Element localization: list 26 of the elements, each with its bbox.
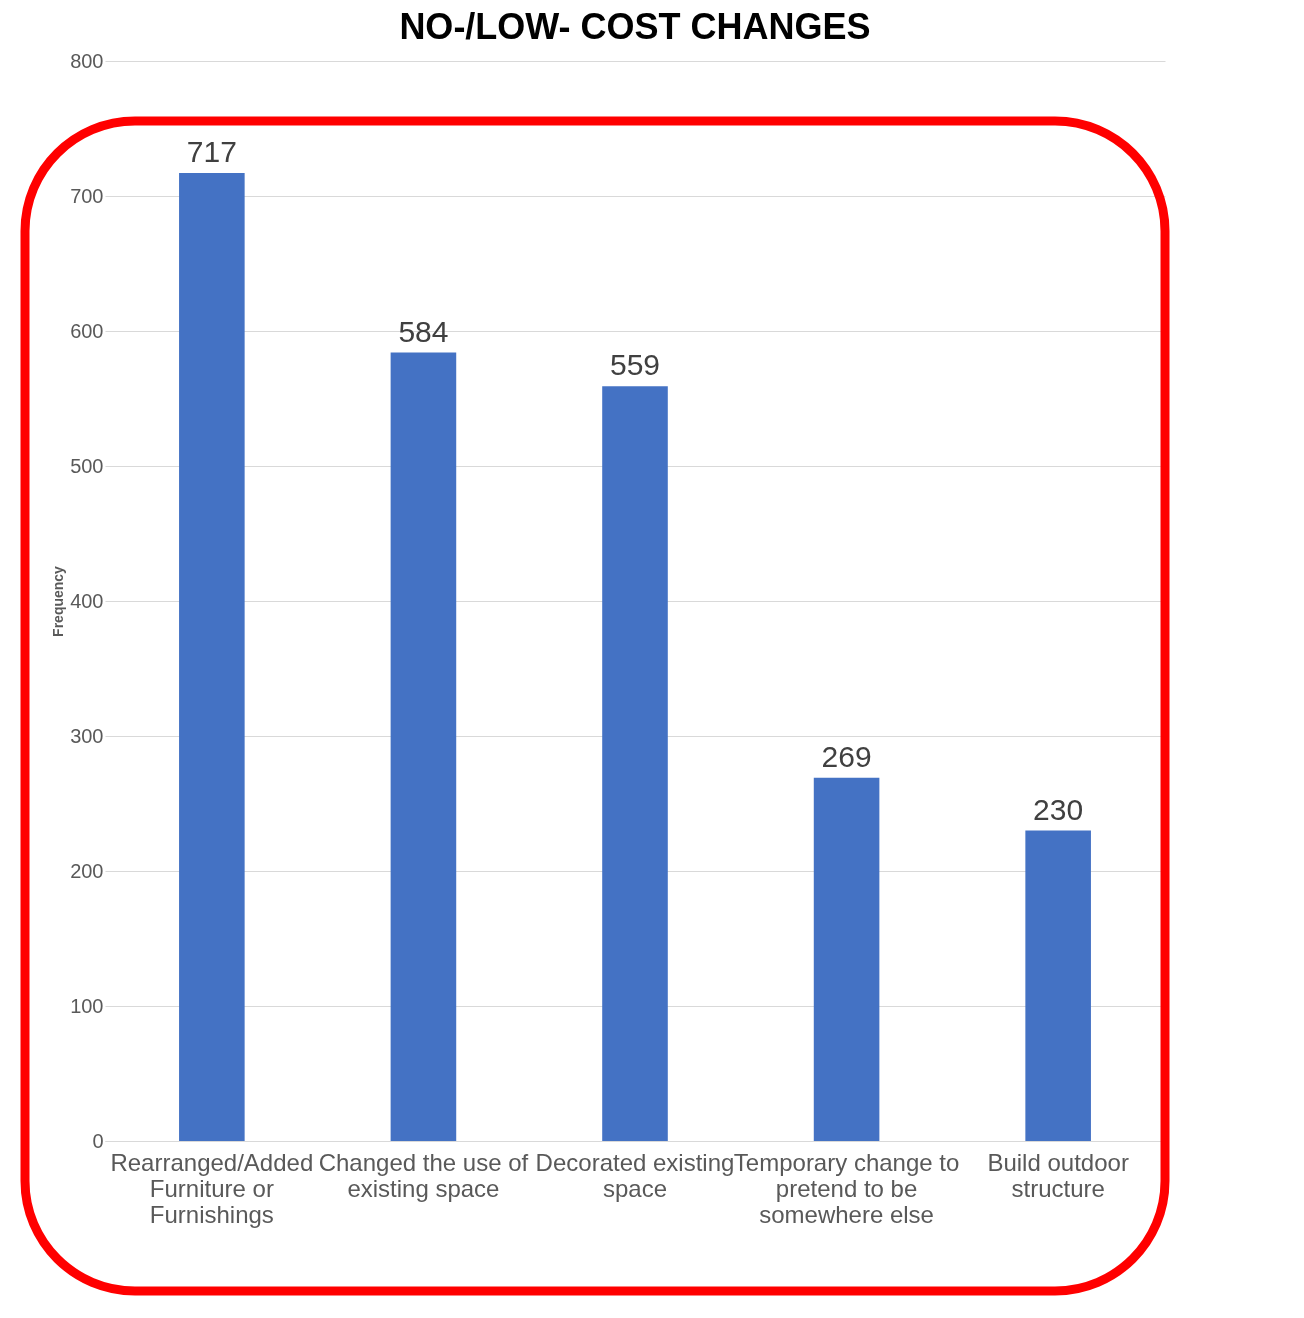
data-label: 230	[1033, 792, 1084, 826]
y-tick-label: 800	[70, 49, 104, 72]
bar	[813, 777, 880, 1141]
y-tick-label: 700	[70, 184, 104, 207]
y-tick-label: 0	[92, 1129, 104, 1152]
x-tick-label: Build outdoor structure	[987, 1148, 1129, 1202]
bar	[179, 173, 245, 1141]
data-label: 559	[609, 348, 661, 382]
y-tick-label: 100	[70, 994, 104, 1017]
data-label: 584	[398, 314, 449, 348]
y-tick-label: 500	[70, 454, 104, 477]
y-axis-title: Frequency	[50, 565, 67, 637]
x-tick-label: Decorated existing space	[535, 1148, 735, 1202]
x-tick-label: Temporary change to pretend to be somewhere else	[733, 1148, 960, 1228]
y-tick-label: 400	[70, 589, 104, 612]
y-tick-label: 600	[70, 319, 104, 342]
chart-title: NO-/LOW- COST CHANGES	[399, 6, 871, 47]
bar	[1025, 830, 1091, 1141]
y-tick-label: 300	[70, 724, 104, 747]
y-tick-label: 200	[70, 859, 104, 882]
data-label: 269	[821, 739, 872, 773]
data-label: 717	[186, 135, 237, 169]
x-tick-label: Rearranged/Added Furniture or Furnishings	[110, 1148, 314, 1228]
x-tick-label: Changed the use of existing space	[318, 1148, 529, 1202]
bar	[390, 352, 457, 1141]
bar	[602, 386, 668, 1141]
